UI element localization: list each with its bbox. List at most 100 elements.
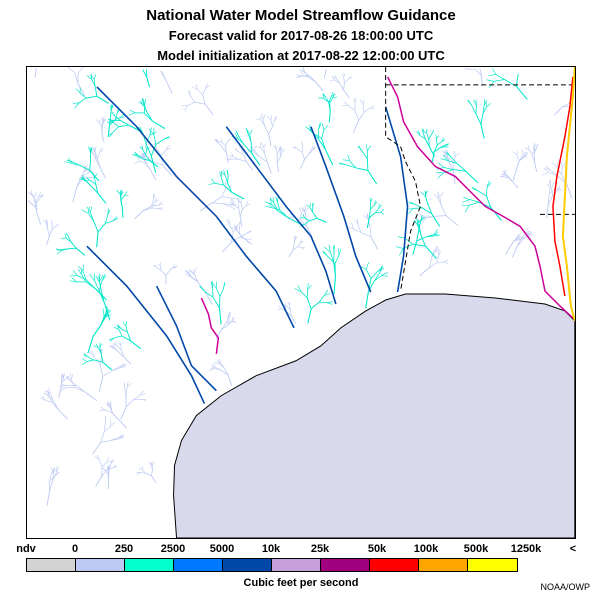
stream-segment xyxy=(523,154,528,158)
stream-segment xyxy=(125,321,128,326)
stream-segment xyxy=(331,76,335,81)
stream-segment xyxy=(120,345,122,351)
stream-segment xyxy=(441,137,445,142)
credit-label: NOAA/OWP xyxy=(540,582,590,592)
legend-tick: 250 xyxy=(114,543,134,555)
stream-segment xyxy=(546,204,549,218)
stream-segment xyxy=(427,203,433,215)
stream-segment xyxy=(515,73,519,87)
stream-segment xyxy=(153,264,158,268)
stream-segment xyxy=(534,161,538,172)
stream-segment xyxy=(556,160,560,167)
stream-segment xyxy=(125,325,128,333)
stream-segment xyxy=(107,120,114,124)
stream-segment xyxy=(431,130,435,135)
stream-segment xyxy=(75,247,86,256)
stream-segment xyxy=(343,82,345,91)
stream-segment xyxy=(27,191,33,197)
stream-segment xyxy=(134,160,140,164)
stream-segment xyxy=(94,173,98,178)
stream-segment xyxy=(465,170,479,184)
stream-segment xyxy=(210,178,216,184)
stream-segment xyxy=(230,200,234,205)
legend-swatch xyxy=(370,559,419,571)
stream-segment xyxy=(370,204,375,210)
legend-tick: 2500 xyxy=(160,543,186,555)
stream-segment xyxy=(367,145,372,151)
stream-segment xyxy=(99,343,102,348)
stream-segment xyxy=(441,150,448,155)
stream-segment xyxy=(252,146,254,152)
stream-segment xyxy=(428,133,433,140)
stream-segment xyxy=(79,92,87,99)
stream-segment xyxy=(215,183,224,186)
stream-segment xyxy=(239,233,245,239)
stream-segment xyxy=(228,315,231,320)
stream-segment xyxy=(438,162,445,168)
stream-segment xyxy=(130,340,142,350)
stream-segment xyxy=(103,309,109,317)
stream-segment xyxy=(365,262,370,270)
stream-segment xyxy=(366,217,370,229)
stream-segment xyxy=(204,291,214,298)
stream-segment xyxy=(424,191,427,197)
red-river-peak-flow xyxy=(386,76,574,319)
stream-segment xyxy=(254,150,260,157)
stream-segment xyxy=(67,247,77,250)
stream-segment xyxy=(553,106,563,116)
stream-segment xyxy=(408,208,414,214)
stream-segment xyxy=(81,209,89,214)
stream-segment xyxy=(443,150,447,156)
stream-segment xyxy=(79,164,90,171)
stream-segment xyxy=(215,281,218,289)
stream-segment xyxy=(71,373,74,380)
stream-segment xyxy=(115,117,121,120)
stream-segment xyxy=(421,218,426,224)
stream-segment xyxy=(292,243,295,251)
stream-segment xyxy=(327,256,336,264)
stream-segment xyxy=(305,126,312,132)
stream-segment xyxy=(86,206,91,213)
stream-segment xyxy=(420,216,426,222)
stream-segment xyxy=(365,144,368,151)
stream-segment xyxy=(229,201,234,205)
stream-segment xyxy=(146,76,150,88)
stream-segment xyxy=(110,458,113,465)
stream-segment xyxy=(142,149,146,155)
stream-segment xyxy=(99,355,102,365)
stream-segment xyxy=(109,132,114,138)
stream-segment xyxy=(229,224,234,233)
stream-segment xyxy=(112,412,119,420)
stream-segment xyxy=(142,98,145,105)
stream-segment xyxy=(276,149,280,156)
stream-segment xyxy=(204,103,214,116)
stream-segment xyxy=(308,150,314,155)
stream-segment xyxy=(360,99,364,105)
stream-segment xyxy=(108,465,110,470)
stream-segment xyxy=(219,288,224,297)
stream-segment xyxy=(431,213,441,227)
stream-segment xyxy=(212,287,214,298)
stream-segment xyxy=(110,422,115,427)
stream-segment xyxy=(439,191,444,198)
stream-segment xyxy=(319,295,325,303)
stream-segment xyxy=(121,207,124,218)
stream-segment xyxy=(128,124,141,132)
stream-segment xyxy=(504,174,509,179)
stream-segment xyxy=(165,144,169,151)
stream-segment xyxy=(95,343,99,348)
stream-segment xyxy=(238,208,241,217)
stream-segment xyxy=(62,374,65,379)
stream-segment xyxy=(68,375,71,382)
stream-segment xyxy=(211,282,217,289)
stream-segment xyxy=(221,196,230,199)
stream-segment xyxy=(241,149,244,155)
stream-segment xyxy=(102,117,105,122)
stream-segment xyxy=(547,183,552,189)
stream-segment xyxy=(81,176,87,181)
stream-segment xyxy=(232,156,239,160)
stream-segment xyxy=(354,110,360,121)
stream-segment xyxy=(99,275,104,282)
stream-segment xyxy=(312,147,316,151)
stream-segment xyxy=(190,276,199,283)
